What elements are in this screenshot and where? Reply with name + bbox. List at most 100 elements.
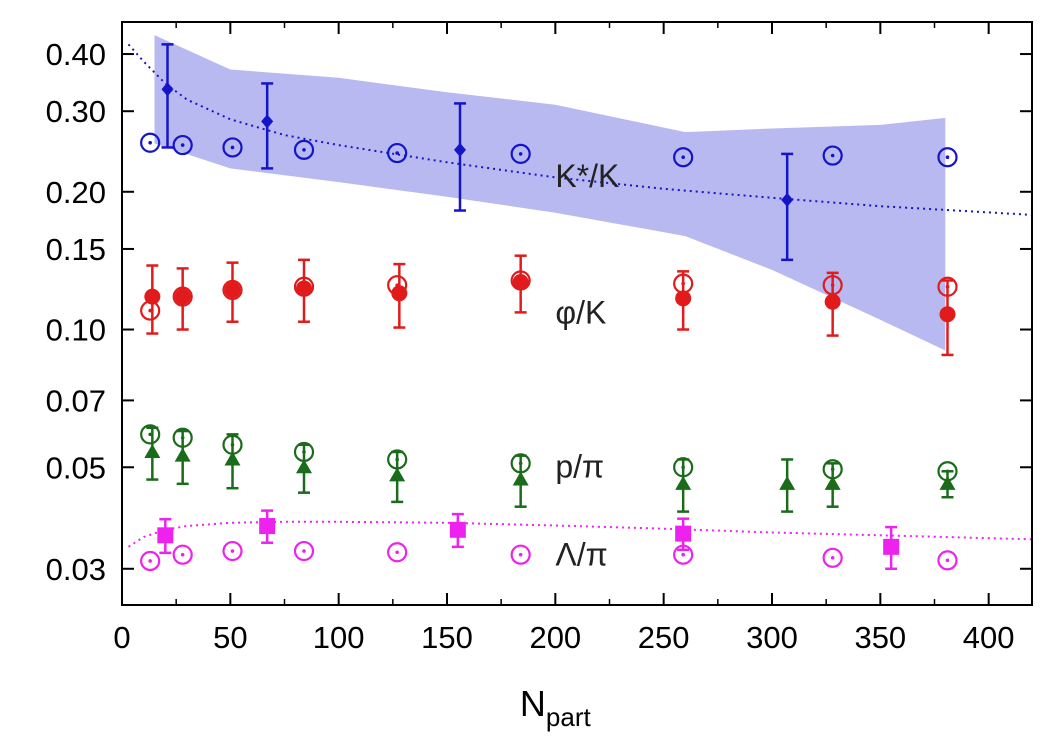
kstar-open-point [822,145,843,166]
phi-marker [144,288,161,305]
lambda-open-circle [140,550,161,572]
kstar-open-point [387,142,408,164]
lambda-marker [259,518,276,535]
kstar-open-circle [822,145,843,166]
lambda-open-point [140,550,161,572]
proton-filled-point [224,433,241,490]
lambda-filled-point [157,517,174,555]
kstar-open-center [681,155,685,160]
kstar-systematic-band [154,35,946,351]
x-axis-title-subscript: part [546,702,592,732]
kstar-open-circle [387,142,408,164]
kstar-open-circle [222,137,243,158]
y-tick-label: 0.07 [46,383,106,418]
lambda-open-point [222,540,243,562]
proton-marker [512,471,529,486]
kstar-open-center [945,155,950,160]
phi-marker [391,285,408,302]
phi-marker [174,288,191,305]
lambda-open-center [395,550,399,555]
x-tick-label: 200 [529,620,581,655]
kstar-filled-point [161,43,174,149]
kstar-open-center [395,151,399,155]
axes-frame [121,21,1033,606]
proton-marker [389,467,406,482]
kstar-open-circle [510,143,531,165]
proton-filled-point [144,426,161,481]
lambda-open-circle [172,544,193,565]
kstar-open-circle [673,147,694,168]
x-axis-title-main: N [520,683,546,724]
lambda-filled-point [259,509,276,544]
lambda-open-circle [510,544,531,565]
kstar-filled-point [261,82,274,170]
phi-filled-point [144,264,161,335]
lambda-open-circle [222,540,243,562]
kstar-series-label: K*/K [555,158,619,194]
y-tick-label: 0.20 [46,175,106,210]
phi-filled-point [939,279,956,357]
proton-filled-point [779,458,796,513]
lambda-marker [157,527,174,544]
phi-filled-point [391,262,408,329]
phi-series-label: φ/K [555,295,606,331]
kstar-open-circle [937,147,958,168]
proton-marker [939,475,956,490]
lambda-filled-point [449,512,466,549]
y-tick-label: 0.30 [46,94,106,129]
proton-open-circle [140,424,161,445]
x-tick-label: 150 [421,620,473,655]
lambda-open-circle [822,547,843,568]
kstar-open-center [302,148,306,152]
proton-filled-point [512,454,529,508]
lambda-marker [883,538,900,555]
kstar-open-point [673,147,694,168]
kstar-open-center [518,152,523,156]
phi-marker [296,280,312,297]
kstar-filled-point [454,102,466,212]
proton-filled-point [824,462,841,508]
kstar-open-point [510,143,531,165]
lambda-open-center [148,559,152,563]
phi-filled-point [512,254,529,314]
kstar-open-point [222,137,243,158]
proton-marker [296,459,312,474]
phi-marker [939,306,956,323]
proton-filled-point [939,470,956,499]
y-tick-label: 0.03 [46,552,106,587]
phi-open-center [148,308,152,313]
proton-marker [824,475,841,490]
y-tick-label: 0.40 [46,37,106,72]
kstar-filled-point [781,152,794,262]
kstar-open-circle [140,132,161,153]
lambda-open-center [681,552,685,557]
lambda-filled-point [675,517,692,552]
lambda-open-point [510,544,531,565]
kstar-marker [781,192,794,207]
lambda-open-center [945,558,950,563]
proton-open-point [140,424,161,445]
y-tick-label: 0.10 [46,313,106,348]
kstar-open-center [180,143,185,147]
y-tick-label: 0.15 [46,232,106,267]
x-axis-title: Npart [520,683,592,732]
phi-filled-point [824,271,841,337]
kstar-marker [261,114,274,129]
kstar-open-point [937,147,958,168]
proton-marker [174,447,191,462]
lambda-open-circle [387,542,408,563]
x-tick-label: 300 [746,620,798,655]
kstar-open-circle [172,134,193,156]
lambda-open-point [172,544,193,565]
proton-marker [779,475,796,490]
proton-marker [144,443,161,458]
kstar-open-point [293,139,315,160]
lambda-open-center [230,549,235,553]
tick-labels: 0 50 100 150 200 250 300 350 400 0.03 0.05 0.07 0.10… [46,37,1015,655]
lambda-open-center [180,552,185,557]
proton-filled-point [675,458,692,513]
kstar-marker [454,142,466,157]
x-tick-label: 400 [963,620,1015,655]
lambda-open-point [822,547,843,568]
phi-marker [675,290,692,307]
